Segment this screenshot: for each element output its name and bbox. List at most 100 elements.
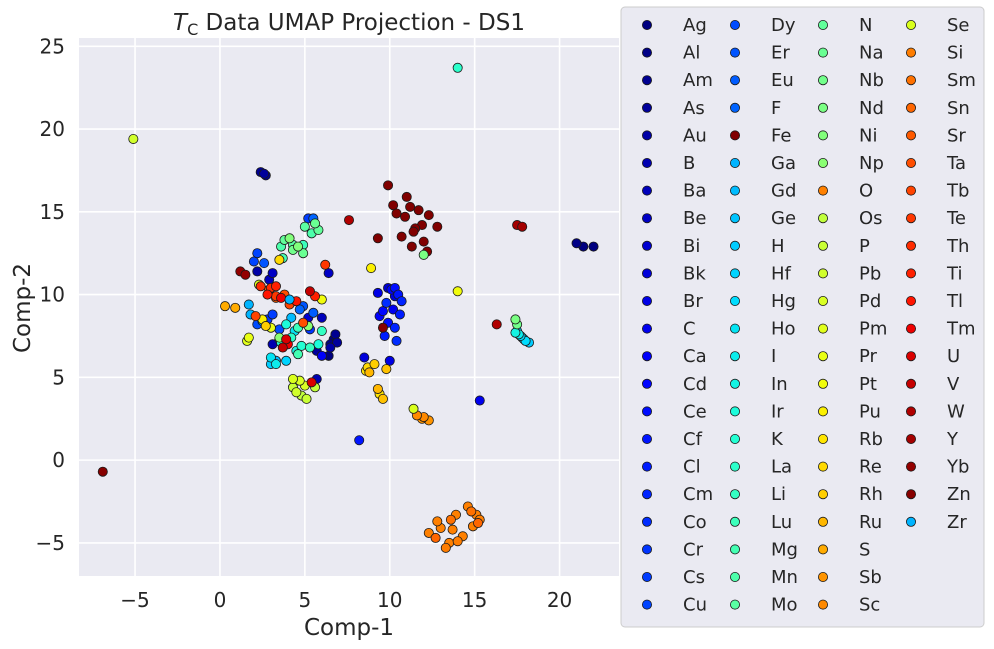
scatter-point xyxy=(418,236,429,247)
legend-marker xyxy=(906,406,917,417)
scatter-point xyxy=(301,393,312,404)
legend-label: Am xyxy=(683,70,713,91)
scatter-point xyxy=(248,256,259,267)
legend-label: Sr xyxy=(947,125,966,146)
legend-label: Cm xyxy=(683,484,713,505)
scatter-point xyxy=(255,281,266,292)
legend-marker xyxy=(642,19,653,30)
legend-label: Y xyxy=(946,429,959,450)
legend-label: Si xyxy=(947,43,963,64)
legend-label: Ga xyxy=(771,153,796,174)
legend-label: B xyxy=(683,153,695,174)
legend-marker xyxy=(730,406,741,417)
x-tick-labels: −5 0 5 10 15 20 xyxy=(120,588,572,612)
scatter-point xyxy=(267,268,278,279)
legend-label: V xyxy=(947,374,960,395)
scatter-point xyxy=(220,301,231,312)
legend-label: Li xyxy=(771,484,786,505)
y-tick-labels: −5 0 5 10 15 20 25 xyxy=(36,34,65,555)
scatter-point xyxy=(325,342,336,353)
scatter-point xyxy=(310,218,321,229)
scatter-point xyxy=(366,263,377,274)
legend-marker xyxy=(730,19,741,30)
legend-label: In xyxy=(771,374,788,395)
scatter-point xyxy=(381,297,392,308)
scatter-point xyxy=(588,241,599,252)
legend-label: Nd xyxy=(859,98,884,119)
scatter-point xyxy=(293,349,304,360)
legend-label: Ag xyxy=(683,15,707,36)
legend-label: Sm xyxy=(947,70,976,91)
legend-marker xyxy=(730,102,741,113)
y-tick-label: 10 xyxy=(40,283,65,307)
scatter-point xyxy=(423,527,434,538)
legend-marker xyxy=(818,599,829,610)
scatter-point xyxy=(274,254,285,265)
title-main: T xyxy=(173,10,189,36)
scatter-point xyxy=(377,322,388,333)
legend-label: Pr xyxy=(859,346,878,367)
legend-marker xyxy=(642,240,653,251)
legend-marker xyxy=(818,295,829,306)
scatter-point xyxy=(391,335,402,346)
legend-marker xyxy=(642,323,653,334)
legend-label: Np xyxy=(859,153,884,174)
scatter-point xyxy=(286,312,297,323)
scatter-point xyxy=(260,321,271,332)
scatter-point xyxy=(432,221,443,232)
scatter-point xyxy=(320,259,331,270)
x-axis-label: Comp-1 xyxy=(304,615,394,641)
legend-label: Gd xyxy=(771,181,796,202)
legend-label: Os xyxy=(859,208,883,229)
legend-marker xyxy=(818,516,829,527)
plot-area-background xyxy=(79,38,619,576)
legend-label: K xyxy=(771,429,784,450)
legend-label: Na xyxy=(859,43,884,64)
scatter-point xyxy=(445,514,456,525)
legend-marker xyxy=(906,19,917,30)
legend-marker xyxy=(906,185,917,196)
legend-marker xyxy=(818,102,829,113)
scatter-point xyxy=(391,208,402,219)
legend-label: Co xyxy=(683,512,707,533)
legend-label: Cu xyxy=(683,595,707,616)
scatter-point xyxy=(452,536,463,547)
scatter-point xyxy=(259,258,270,269)
scatter-point xyxy=(383,180,394,191)
legend-marker xyxy=(730,433,741,444)
legend-label: Au xyxy=(683,125,707,146)
legend-label: H xyxy=(771,236,785,257)
scatter-point xyxy=(97,466,108,477)
scatter-point xyxy=(430,532,441,543)
legend-label: Se xyxy=(947,15,970,36)
legend-marker xyxy=(818,185,829,196)
scatter-point xyxy=(323,268,334,279)
legend-label: Er xyxy=(771,43,790,64)
scatter-point xyxy=(270,359,281,370)
legend-marker xyxy=(642,295,653,306)
legend-label: Mo xyxy=(771,595,798,616)
legend-label: Cl xyxy=(683,457,701,478)
legend-marker xyxy=(730,323,741,334)
legend-marker xyxy=(818,130,829,141)
scatter-point xyxy=(262,289,273,300)
legend-marker xyxy=(730,295,741,306)
scatter-point xyxy=(401,191,412,202)
scatter-point xyxy=(304,286,315,297)
y-axis-label: Comp-2 xyxy=(10,263,36,353)
scatter-point xyxy=(510,327,521,338)
legend-marker xyxy=(818,157,829,168)
legend-marker xyxy=(642,75,653,86)
scatter-point xyxy=(267,309,278,320)
legend-marker xyxy=(642,406,653,417)
legend-marker xyxy=(642,544,653,555)
legend-marker xyxy=(906,516,917,527)
chart-title: TC Data UMAP Projection - DS1 xyxy=(173,10,525,39)
legend-label: Cd xyxy=(683,374,707,395)
scatter-point xyxy=(298,248,309,259)
legend-marker xyxy=(818,489,829,500)
legend-marker xyxy=(818,47,829,58)
scatter-point xyxy=(354,435,365,446)
scatter-point xyxy=(316,326,327,337)
